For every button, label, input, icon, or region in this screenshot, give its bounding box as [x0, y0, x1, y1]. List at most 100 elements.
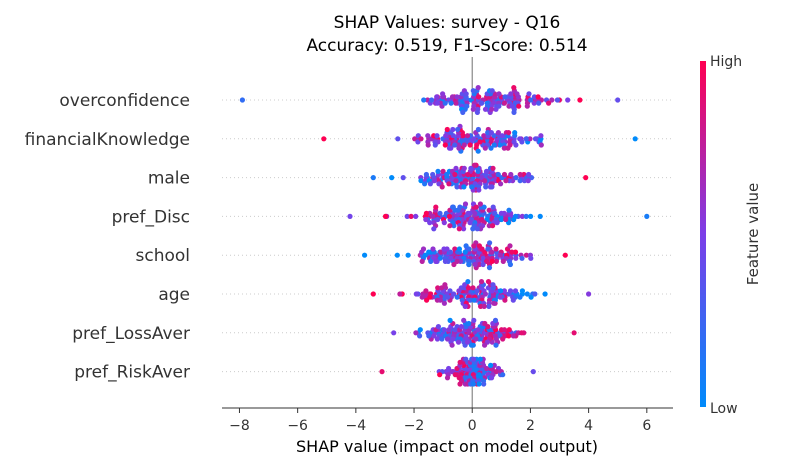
shap-point [462, 201, 469, 207]
shap-point [536, 100, 542, 106]
shap-point [444, 375, 451, 381]
shap-point [437, 372, 443, 378]
shap-point [501, 327, 508, 333]
shap-point [542, 291, 548, 297]
shap-point [526, 91, 532, 97]
shap-point [498, 210, 504, 216]
shap-point [481, 303, 487, 309]
shap-point [517, 136, 523, 142]
shap-point [456, 226, 462, 232]
shap-point [453, 100, 459, 106]
shap-point [434, 100, 441, 106]
shap-point [486, 303, 492, 309]
shap-point [435, 168, 441, 174]
shap-point [382, 213, 389, 219]
shap-point [437, 297, 443, 303]
feature-label: overconfidence [59, 91, 190, 111]
shap-point [528, 294, 534, 300]
shap-point [483, 258, 490, 264]
shap-point [470, 106, 476, 112]
shap-point [487, 240, 493, 246]
shap-point [462, 282, 468, 288]
shap-point [475, 126, 481, 133]
shap-point [491, 142, 497, 148]
data-points [239, 85, 650, 387]
shap-point [508, 91, 514, 97]
shap-point [501, 100, 507, 106]
shap-point [423, 171, 429, 178]
feature-label: school [135, 246, 190, 266]
shap-point [493, 258, 499, 264]
shap-point [408, 213, 414, 219]
shap-point [476, 187, 482, 193]
shap-point [483, 365, 490, 372]
x-tick-label: 6 [642, 418, 651, 434]
x-tick-label: 4 [584, 418, 593, 434]
shap-point [481, 204, 487, 210]
shap-point [562, 252, 568, 258]
shap-point [445, 294, 451, 300]
x-tick-label: −2 [404, 418, 425, 434]
shap-point [489, 258, 495, 264]
shap-point [466, 320, 472, 327]
shap-point [419, 294, 425, 300]
shap-point [449, 369, 455, 375]
x-axis-ticks: −8 −6 −4 −2 0 2 4 6 [229, 408, 651, 434]
shap-point [510, 297, 516, 303]
shap-point [523, 213, 529, 219]
shap-point [512, 249, 519, 255]
shap-point [441, 327, 447, 333]
shap-point [474, 109, 480, 115]
shap-point [458, 324, 464, 330]
shap-point [482, 320, 488, 327]
shap-point [441, 246, 447, 252]
shap-point [413, 291, 419, 297]
shap-point [500, 372, 506, 378]
colorbar-high-label: High [710, 54, 742, 70]
shap-point [471, 162, 478, 168]
shap-point [644, 213, 650, 219]
shap-point [428, 258, 434, 264]
shap-point [423, 216, 429, 223]
shap-point [489, 106, 495, 112]
feature-label: pref_RiskAver [74, 363, 190, 383]
shap-point [455, 126, 461, 133]
shap-point [471, 297, 477, 303]
shap-point [519, 213, 525, 219]
shap-point [453, 165, 459, 171]
shap-point [426, 333, 432, 339]
shap-point [464, 103, 470, 109]
shap-point [497, 252, 503, 258]
shap-point [446, 181, 452, 187]
shap-point [418, 178, 424, 184]
shap-point [429, 97, 435, 103]
shap-point [470, 226, 476, 232]
shap-point [481, 133, 487, 139]
shap-point [482, 178, 488, 184]
shap-point [467, 142, 473, 148]
shap-point [427, 181, 433, 187]
shap-point [442, 100, 448, 106]
shap-point [483, 184, 489, 190]
shap-point [517, 171, 523, 178]
shap-point [507, 288, 514, 294]
x-tick-label: −6 [287, 418, 308, 434]
shap-point [394, 252, 400, 258]
shap-point [463, 243, 469, 249]
colorbar-title: Feature value [744, 183, 762, 285]
shap-point [532, 136, 539, 142]
shap-point [493, 369, 499, 375]
shap-point [463, 356, 469, 362]
shap-point [433, 258, 439, 264]
colorbar-low-label: Low [710, 401, 738, 417]
shap-point [417, 333, 423, 339]
shap-point [448, 100, 454, 106]
shap-point [423, 210, 429, 216]
shap-point [482, 106, 489, 112]
shap-point [506, 333, 512, 339]
shap-point [457, 381, 463, 387]
shap-point [370, 175, 376, 181]
shap-point [412, 136, 418, 142]
shap-point [497, 142, 503, 148]
feature-label: financialKnowledge [25, 130, 190, 150]
